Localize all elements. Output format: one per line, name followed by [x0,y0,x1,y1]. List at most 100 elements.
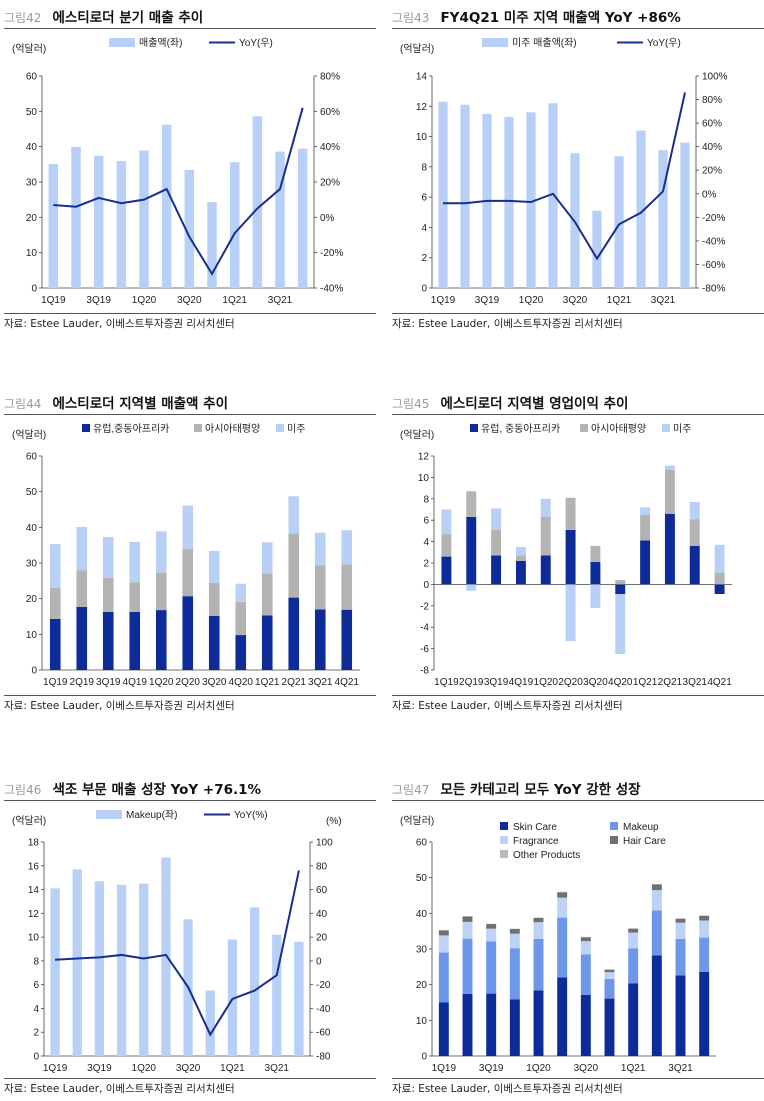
bar [161,857,171,1056]
x-tick-label: 1Q19 [434,677,459,688]
bar-segment [438,935,449,953]
legend-label: 매출액(좌) [139,37,182,49]
bar-segment [615,580,626,585]
bar [460,104,470,289]
y-tick-label: 12 [418,452,430,463]
legend-swatch-bar [109,38,135,47]
legend-label: Hair Care [623,836,666,847]
bar-segment [288,597,300,670]
x-tick-label: 1Q19 [43,1063,68,1074]
bar-segment [486,941,497,994]
bar-segment [565,584,576,642]
bar-segment [651,955,662,1056]
bar [227,939,238,1056]
bar-segment [615,594,626,654]
bar [229,162,240,288]
figure-title: FY4Q21 미주 지역 매출액 YoY +86% [440,10,681,26]
x-tick-label: 3Q19 [96,677,121,688]
x-tick-label: 4Q21 [335,677,360,688]
legend-swatch [662,424,670,432]
y-tick-label: 50 [416,873,428,884]
chart-panel-2: 그림44 에스티로더 지역별 매출액 추이 (억달러) 0 10 20 30 40 50 60… [4,392,376,722]
figure-number: 그림42 [4,11,42,25]
bar-segment [341,609,353,670]
bar-segment [155,572,167,611]
bar-segment [466,491,477,517]
x-tick-label: 2Q19 [70,677,95,688]
figure-number: 그림46 [4,783,42,797]
bar-segment [699,920,710,938]
bar-segment [533,939,544,991]
bar-segment [102,611,114,670]
legend-label: YoY(%) [234,810,268,821]
figure-source: 자료: Estee Lauder, 이베스트투자증권 리서치센터 [392,1078,764,1099]
bar [275,151,285,288]
bar-segment [341,530,353,565]
y-tick-label: 60 [26,72,38,83]
y-tick-label: 2 [421,253,427,264]
bar-segment [102,577,114,612]
bar-segment [509,929,520,934]
x-tick-label: 1Q19 [43,677,68,688]
bar-segment [557,892,568,898]
bar-segment [699,937,710,972]
bar-segment [675,975,686,1056]
y2-tick-label: -20 [316,980,331,991]
y-tick-label: 30 [416,945,428,956]
legend-label: Makeup(좌) [126,809,177,821]
y2-tick-label: 20% [702,166,722,177]
x-tick-label: 3Q19 [87,1063,112,1074]
x-tick-label: 1Q21 [633,677,658,688]
y2-tick-label: -80 [316,1052,331,1063]
x-tick-label: 4Q21 [707,677,732,688]
y-tick-label: 10 [28,933,40,944]
y-tick-label: 50 [26,487,38,498]
bar-segment [49,587,61,619]
bar [614,156,624,288]
y2-tick-label: 20 [316,933,328,944]
bar-segment [509,999,520,1056]
bar-segment [689,545,700,585]
x-tick-label: 1Q19 [431,295,456,306]
bar-segment [651,890,662,911]
bar-segment [604,978,615,999]
bar-segment [540,555,551,585]
figure-header: 그림47 모든 카테고리 모두 YoY 강한 성장 [392,778,764,801]
bar-segment [438,930,449,936]
x-tick-label: 1Q21 [255,677,280,688]
y2-tick-label: -20% [702,213,725,224]
bar-segment [208,550,220,583]
bar [294,941,304,1056]
x-tick-label: 3Q20 [583,677,608,688]
legend-label: 미주 [673,423,691,435]
bar [526,112,536,288]
y-tick-label: 0 [423,580,429,591]
bar-segment [628,932,639,949]
y2-tick-label: 80% [320,72,340,83]
legend-label: 아시아태평양 [205,423,260,435]
x-tick-label: 1Q19 [432,1063,457,1074]
y2-tick-label: -40% [702,236,725,247]
bar-segment [182,549,194,597]
y-tick-label: -2 [420,601,429,612]
x-tick-label: 2Q20 [176,677,201,688]
y-tick-label: 40 [26,142,38,153]
bar-segment [208,582,220,616]
y2-tick-label: 60% [320,107,340,118]
y2-tick-label: 0 [316,956,322,967]
y-tick-label: -4 [420,623,429,634]
bar [548,103,558,288]
x-tick-label: 4Q20 [608,677,633,688]
figure-title: 모든 카테고리 모두 YoY 강한 성장 [440,782,641,798]
bar-segment [533,922,544,940]
y-tick-label: 6 [423,516,429,527]
y2-tick-label: 60% [702,119,722,130]
bar-segment [129,582,141,612]
y2-tick-label: -40 [316,1004,331,1015]
bar-segment [155,610,167,670]
x-tick-label: 1Q20 [132,1063,157,1074]
y-axis-unit: (억달러) [400,815,434,827]
bar-segment [261,573,273,616]
chart-svg: (억달러) 0 2 4 6 8 10 12 14 -80% -60% -40% -20% 0% 20% 40%… [400,37,728,306]
bar-segment [533,917,544,923]
